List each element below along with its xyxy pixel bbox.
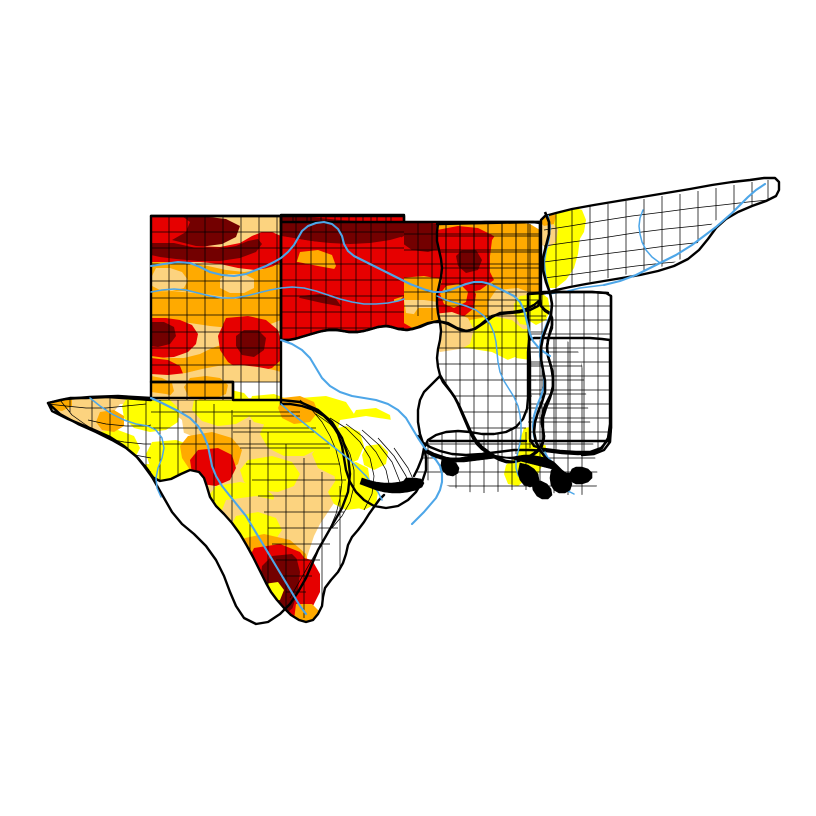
state-outline-kansas — [279, 213, 406, 224]
river-tennessee — [602, 182, 767, 287]
state-outline-oklahoma — [279, 214, 542, 342]
state-outline-louisiana — [438, 298, 555, 464]
river-red — [279, 338, 444, 526]
river-arkansas — [149, 220, 552, 358]
state-boundary-mississippi-river — [532, 211, 561, 479]
state-boundary-arkansas-north — [435, 220, 542, 226]
state-outline-louisiana-body — [412, 336, 612, 478]
state-outline-alabama — [580, 294, 613, 457]
drought-layer-texas-panhandle — [151, 216, 281, 400]
county-lines-arkansas — [437, 222, 548, 460]
county-lines-kansas — [292, 215, 392, 222]
gulf-coastline — [359, 449, 593, 500]
river-tennessee-branch — [638, 209, 661, 264]
river-rio-grande-upper — [89, 397, 165, 498]
county-lines-texas-panhandle — [151, 216, 281, 400]
river-rio-grande — [149, 396, 308, 616]
rivers-layer — [89, 182, 767, 616]
state-outline-texas-body — [46, 214, 352, 626]
river-canadian — [150, 286, 405, 305]
state-boundary-mississippi-tennessee — [526, 290, 610, 296]
state-outline-tennessee — [539, 176, 781, 296]
river-ouachita — [436, 295, 523, 482]
